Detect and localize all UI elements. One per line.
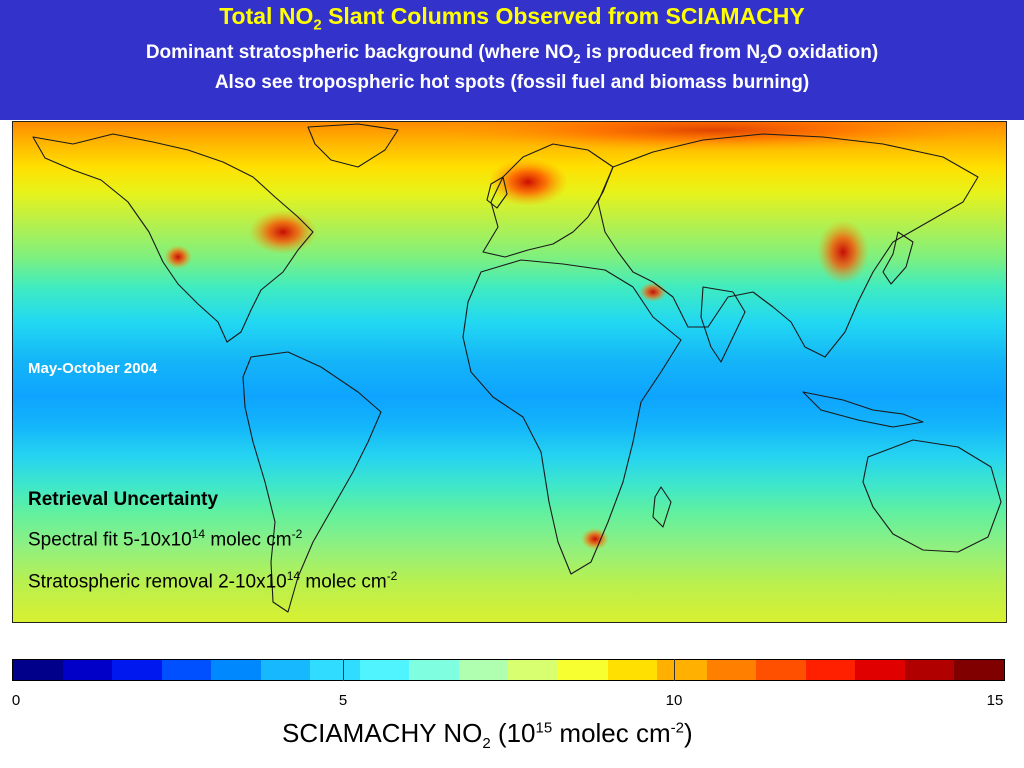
colorbar-label: SCIAMACHY NO2 (1015 molec cm-2) — [282, 718, 693, 753]
asia-outline — [597, 133, 979, 358]
world-no2-map: May-October 2004 Retrieval Uncertainty S… — [12, 121, 1007, 623]
slide-title: Total NO2 Slant Columns Observed from SC… — [219, 3, 805, 34]
colorbar — [12, 659, 1005, 681]
colorbar-segment-0 — [13, 660, 63, 680]
uk-outline — [486, 176, 508, 209]
colorbar-segment-19 — [954, 660, 1004, 680]
slide-header: Total NO2 Slant Columns Observed from SC… — [0, 0, 1024, 120]
uncertainty-heading: Retrieval Uncertainty — [28, 489, 219, 510]
hotspot-eastern-china — [817, 220, 869, 284]
japan-outline — [882, 231, 914, 285]
colorbar-tick-10 — [674, 659, 675, 681]
colorbar-segment-7 — [359, 660, 410, 680]
spectral-fit-line: Spectral fit 5-10x1014 molec cm-2 — [28, 527, 303, 551]
hotspot-eastern-us — [249, 210, 317, 254]
india-outline — [700, 286, 746, 363]
colorbar-segment-16 — [805, 660, 856, 680]
colorbar-tick-label-5: 5 — [338, 692, 348, 709]
colorbar-segment-1 — [62, 660, 113, 680]
indonesia-outline — [802, 391, 924, 428]
hotspot-middle-east — [639, 282, 667, 302]
colorbar-segment-9 — [458, 660, 509, 680]
colorbar-segment-15 — [756, 660, 806, 680]
colorbar-tick-label-0: 0 — [11, 692, 21, 709]
period-label: May-October 2004 — [28, 360, 158, 377]
colorbar-segment-5 — [260, 660, 311, 680]
colorbar-segment-8 — [409, 660, 459, 680]
australia-outline — [862, 439, 1002, 553]
colorbar-tick-5 — [343, 659, 344, 681]
hotspot-south-africa — [581, 528, 609, 550]
colorbar-segment-17 — [855, 660, 905, 680]
colorbar-segment-6 — [310, 660, 360, 680]
north-america-outline — [32, 133, 314, 343]
stratospheric-removal-line: Stratospheric removal 2-10x1014 molec cm… — [28, 569, 398, 593]
arctic-high-band — [433, 122, 993, 152]
greenland-outline — [307, 123, 399, 168]
hotspot-western-europe — [488, 158, 568, 206]
colorbar-tick-label-10: 10 — [665, 692, 683, 709]
colorbar-segment-12 — [607, 660, 658, 680]
colorbar-segment-10 — [508, 660, 559, 680]
colorbar-segment-13 — [657, 660, 707, 680]
colorbar-segment-2 — [112, 660, 162, 680]
colorbar-tick-label-15: 15 — [986, 692, 1004, 709]
africa-outline — [462, 259, 682, 575]
colorbar-segment-11 — [558, 660, 608, 680]
colorbar-segment-3 — [161, 660, 212, 680]
hotspot-western-us — [164, 245, 192, 269]
colorbar-segment-4 — [211, 660, 261, 680]
subtitle-line-stratospheric: Dominant stratospheric background (where… — [145, 41, 879, 66]
world-map-canvas — [32, 122, 1002, 613]
colorbar-segment-18 — [904, 660, 955, 680]
colorbar-segment-14 — [706, 660, 757, 680]
madagascar-outline — [652, 486, 672, 528]
south-america-outline — [242, 351, 382, 613]
retrieval-uncertainty-box: Retrieval Uncertainty Spectral fit 5-10x… — [28, 489, 397, 612]
subtitle-line-tropospheric: Also see tropospheric hot spots (fossil … — [214, 72, 810, 94]
